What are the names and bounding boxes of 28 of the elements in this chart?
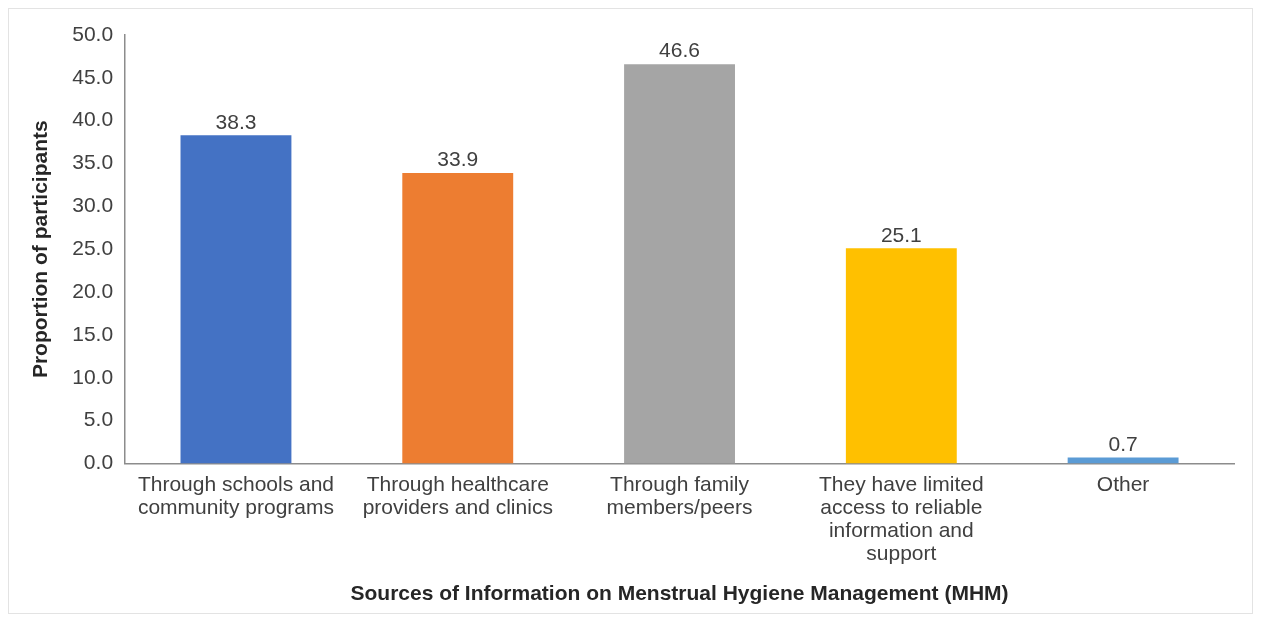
bar [1067,457,1179,464]
data-label: 25.1 [880,222,922,246]
y-tick-label: 10.0 [72,364,114,388]
bar [845,248,957,464]
y-tick-label: 0.0 [83,450,114,474]
data-label: 0.7 [1108,431,1138,455]
x-tick-label: Through schools and community programs [137,471,335,518]
bar [402,172,514,464]
y-tick-label: 35.0 [72,150,114,174]
x-tick-label: Other [1096,471,1150,495]
x-tick-label: Through family members/peers [606,471,753,518]
y-tick-label: 30.0 [72,193,114,217]
x-tick-label: Through healthcare providers and clinics [362,471,553,518]
x-tick-label: They have limited access to reliable information and support [819,471,984,565]
y-tick-label: 20.0 [72,278,114,302]
y-tick-label: 45.0 [72,64,114,88]
y-tick-label: 5.0 [83,407,114,431]
y-axis-title: Proportion of participants [28,120,52,379]
data-label: 33.9 [437,147,479,171]
bar [180,135,292,464]
y-tick-label: 15.0 [72,321,114,345]
x-axis-title: Sources of Information on Menstrual Hygiene Management (MHM) [350,581,1009,605]
y-tick-label: 40.0 [72,107,114,131]
y-tick-label: 25.0 [72,236,114,259]
y-tick-label: 50.0 [72,21,114,45]
bar [624,64,735,464]
data-label: 38.3 [215,109,257,133]
data-label: 46.6 [659,38,700,62]
